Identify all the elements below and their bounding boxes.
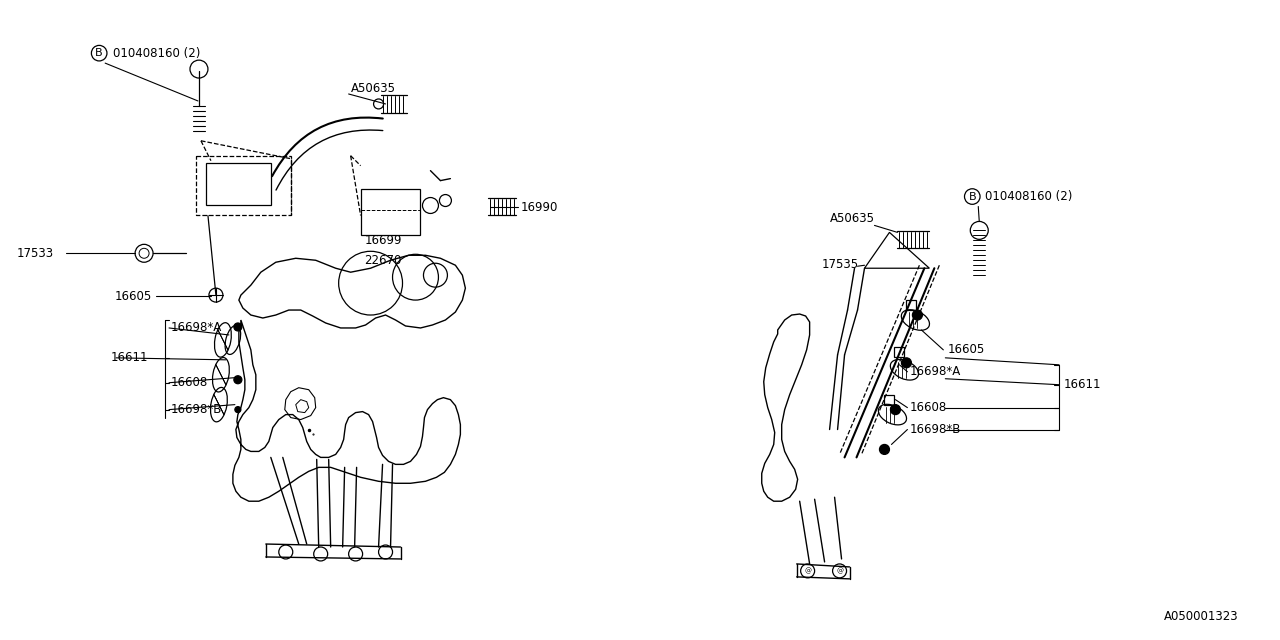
Circle shape (236, 406, 241, 413)
Circle shape (913, 310, 923, 320)
Text: 16608: 16608 (909, 401, 947, 414)
Text: 16698*B: 16698*B (909, 423, 961, 436)
Text: 17533: 17533 (17, 247, 54, 260)
Circle shape (234, 323, 242, 331)
Text: A050001323: A050001323 (1164, 610, 1239, 623)
Text: 16698*B: 16698*B (172, 403, 223, 416)
Text: B: B (969, 191, 977, 202)
Text: A50635: A50635 (829, 212, 874, 225)
Circle shape (891, 404, 900, 415)
Text: 16611: 16611 (111, 351, 148, 364)
FancyBboxPatch shape (196, 156, 291, 216)
Text: 010408160 (2): 010408160 (2) (113, 47, 201, 60)
Text: 010408160 (2): 010408160 (2) (986, 190, 1073, 203)
Text: A50635: A50635 (351, 81, 396, 95)
Circle shape (901, 358, 911, 368)
Text: 16990: 16990 (520, 201, 558, 214)
Text: 16699: 16699 (365, 234, 402, 247)
Text: 16605: 16605 (115, 290, 152, 303)
Circle shape (234, 376, 242, 384)
Text: 16611: 16611 (1064, 378, 1102, 391)
Text: @: @ (836, 568, 844, 574)
Text: 16698*A: 16698*A (172, 321, 223, 335)
Text: 16605: 16605 (947, 344, 984, 356)
Text: 16608: 16608 (172, 376, 209, 389)
Circle shape (879, 444, 890, 454)
Text: @: @ (804, 568, 812, 574)
Text: 16698*A: 16698*A (909, 365, 961, 378)
Text: 17535: 17535 (822, 258, 859, 271)
Text: 22670: 22670 (365, 254, 402, 267)
Text: B: B (96, 48, 102, 58)
